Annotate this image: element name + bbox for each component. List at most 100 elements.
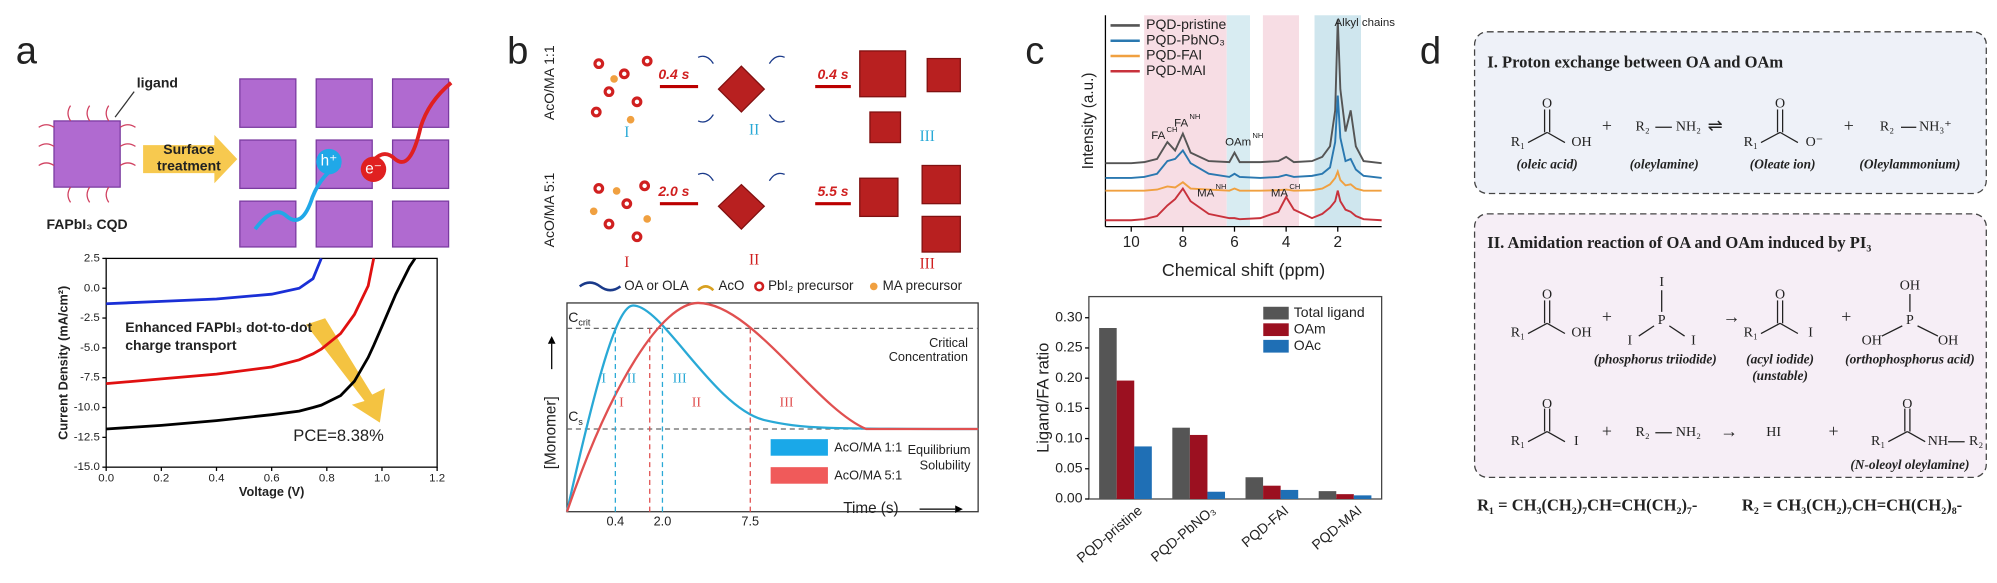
x-tick-label: 0.4	[209, 473, 226, 485]
ligand-label: ligand	[137, 75, 178, 91]
operator: →	[1723, 306, 1741, 326]
x-mark: 0.4	[607, 513, 625, 528]
atom: I	[1691, 333, 1696, 348]
x-axis-label: Voltage (V)	[239, 484, 304, 499]
growth-schematic	[589, 50, 961, 253]
x-tick-label: PQD-MAI	[1308, 502, 1364, 553]
row-label: AcO/MA 1:1	[541, 45, 557, 120]
peak-label-sup: NH	[1216, 182, 1227, 191]
legend-label: PQD-pristine	[1146, 16, 1226, 32]
annotation: Enhanced FAPbI₃ dot-to-dot	[125, 319, 312, 335]
compound-name: (N-oleoyl oleylamine)	[1850, 457, 1969, 472]
atom: O	[1542, 97, 1552, 112]
bar	[1280, 489, 1299, 499]
bond	[1527, 322, 1548, 335]
stage-label: I	[624, 254, 629, 271]
legend-label: OAm	[1294, 320, 1326, 336]
bond	[1779, 322, 1799, 335]
x-tick-label: 0.0	[98, 473, 114, 485]
ccrit-sub: crit	[578, 318, 590, 328]
atom: R₁	[1871, 434, 1885, 449]
atom: HI	[1766, 425, 1781, 440]
x-tick-label: 6	[1230, 234, 1239, 251]
bond	[1779, 131, 1799, 144]
y-axis-label: Current Density (mA/cm²)	[56, 286, 71, 440]
cs-sub: s	[578, 417, 583, 427]
y-tick-label: -7.5	[80, 372, 100, 384]
operator: +	[1602, 115, 1612, 135]
data-line	[106, 258, 376, 386]
region-label: I	[601, 372, 606, 387]
legend-label: OA or OLA	[624, 278, 689, 293]
bar	[1263, 485, 1281, 499]
atom: R₂	[1635, 120, 1649, 135]
bar	[1353, 495, 1372, 499]
bond	[1760, 131, 1781, 144]
x-tick-label: 0.2	[153, 473, 169, 485]
panel-label: d	[1420, 30, 1441, 73]
bar	[1116, 380, 1135, 499]
atom: O	[1902, 397, 1912, 412]
atom: R₁	[1511, 326, 1525, 341]
equilibrium-label: Equilibrium	[908, 442, 971, 457]
region-label: III	[780, 396, 794, 411]
treatment-label: Surface	[163, 141, 215, 157]
bond	[1881, 325, 1903, 337]
data-line	[1105, 186, 1382, 222]
peak-label-sup: NH	[1189, 112, 1200, 121]
stage-label: III	[920, 128, 935, 145]
ligand-chains	[697, 55, 785, 182]
operator: →	[1720, 421, 1738, 441]
atom: P	[1906, 313, 1914, 328]
atom: I	[1659, 275, 1664, 290]
compound-name: (orthophosphorus acid)	[1845, 351, 1975, 366]
peak-label-sup: CH	[1167, 125, 1178, 134]
x-axis-label: Chemical shift (ppm)	[1162, 260, 1325, 280]
x-tick-label: 1.0	[374, 473, 390, 485]
cqd-array	[239, 78, 450, 248]
treatment-label: treatment	[157, 157, 221, 173]
arrow	[143, 134, 238, 184]
cqd-label: FAPbI₃ CQD	[47, 216, 128, 232]
y-tick-label: 0.05	[1055, 459, 1082, 475]
atom: NH₂	[1676, 120, 1701, 135]
y-arrow	[547, 336, 556, 344]
legend-label: MA precursor	[883, 278, 963, 293]
bond	[1887, 430, 1908, 443]
x-mark: 7.5	[741, 513, 759, 528]
legend-icon	[697, 285, 715, 292]
stage-label: I	[624, 124, 629, 141]
hole-label: h⁺	[321, 153, 338, 170]
bond	[1546, 430, 1566, 443]
y-tick-label: -15.0	[74, 461, 100, 473]
legend-label: PbI₂ precursor	[768, 278, 854, 293]
peak-label: MA	[1271, 188, 1289, 200]
y-tick-label: 0.25	[1055, 339, 1082, 355]
peak-label-sup: CH	[1289, 182, 1300, 191]
region-label: II	[692, 396, 702, 411]
x-tick-label: PQD-pristine	[1073, 502, 1145, 566]
y-tick-label: 2.5	[84, 252, 100, 264]
compound-name: (oleic acid)	[1517, 157, 1578, 172]
x-tick-label: PQD-PbNO₃	[1148, 502, 1219, 565]
cqd-schematic	[38, 78, 453, 248]
cqd	[53, 120, 121, 188]
compound-name: (unstable)	[1752, 368, 1808, 383]
band	[1226, 15, 1250, 227]
atom: R₁	[1744, 326, 1758, 341]
x-tick-label: 10	[1123, 234, 1140, 251]
compound-name: (oleylamine)	[1630, 157, 1699, 172]
y-axis-label: Intensity (a.u.)	[1080, 73, 1097, 170]
stage-label: II	[749, 251, 759, 268]
bar	[1318, 491, 1337, 499]
row-label: AcO/MA 5:1	[541, 172, 557, 247]
region-label: I	[619, 396, 624, 411]
data-line	[106, 257, 323, 306]
critical-label: Concentration	[889, 349, 968, 364]
atom: O	[1542, 397, 1552, 412]
peak-label: FA	[1174, 118, 1188, 130]
bond	[1527, 430, 1548, 443]
annotation: PCE=8.38%	[293, 426, 384, 445]
bond	[1917, 325, 1939, 337]
y-axis-label: [Monomer]	[543, 396, 560, 469]
